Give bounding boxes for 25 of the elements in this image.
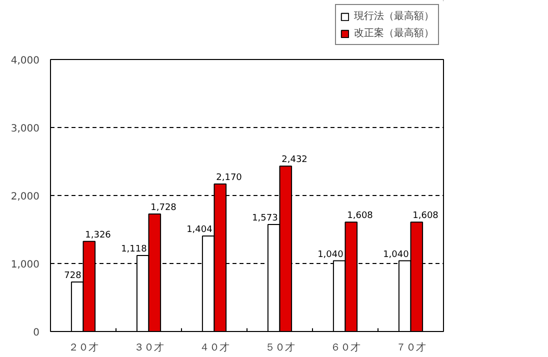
x-tick-label: ３０才 xyxy=(134,342,164,354)
text: 1,608 xyxy=(347,211,373,222)
text: 728 xyxy=(64,270,82,281)
text: 1,608 xyxy=(412,211,438,222)
y-tick-label: 1,000 xyxy=(10,260,40,270)
text: 1,118 xyxy=(121,244,147,254)
x-tick-label: ７０才 xyxy=(396,342,426,354)
text: 1,404 xyxy=(186,225,212,236)
text: 2,170 xyxy=(216,172,242,183)
y-tick-label: 2,000 xyxy=(10,192,40,202)
y-tick-label: 3,000 xyxy=(10,124,40,134)
text: 1,728 xyxy=(150,202,176,213)
x-tick-label: ６０才 xyxy=(330,342,360,354)
legend-label: 改正案（最高額） xyxy=(354,26,434,40)
text: 2,432 xyxy=(282,155,308,166)
x-tick-label: ５０才 xyxy=(264,342,295,354)
text: 1,040 xyxy=(383,250,409,260)
x-tick-label: ４０才 xyxy=(199,342,230,354)
text: 1,573 xyxy=(252,214,278,224)
y-tick-label: 0 xyxy=(33,328,40,338)
y-tick-label: 4,000 xyxy=(10,56,40,66)
text: 1,040 xyxy=(318,250,344,260)
text: 1,326 xyxy=(85,230,111,240)
legend-label: 現行法（最高額） xyxy=(354,10,434,23)
x-tick-label: ２０才 xyxy=(68,342,98,354)
